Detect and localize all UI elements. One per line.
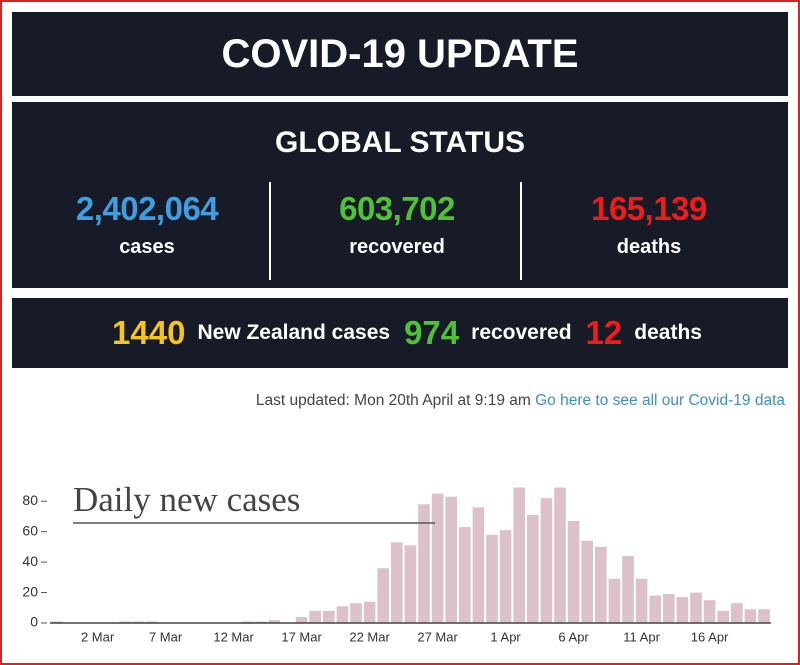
- nz-label: deaths: [634, 321, 702, 344]
- y-tick-label: 0: [30, 614, 38, 630]
- bar: [499, 530, 512, 623]
- x-tick-label: 16 Apr: [691, 629, 729, 644]
- stat-value: 2,402,064: [75, 190, 219, 227]
- bar: [676, 597, 689, 623]
- nz-row: 1440 New Zealand cases 974 recovered 12 dea…: [12, 298, 788, 368]
- bar: [649, 595, 661, 623]
- y-tick-label: 60: [22, 522, 38, 538]
- bar: [717, 610, 729, 623]
- last-updated-line: Last updated: Mon 20th April at 9:19 am …: [256, 392, 785, 410]
- y-tick-label: 80: [22, 492, 38, 508]
- last-updated: Last updated: Mon 20th April at 9:19 am: [255, 392, 531, 409]
- chart-title: Daily new cases: [73, 480, 300, 519]
- bar: [622, 556, 634, 623]
- bar: [119, 621, 131, 623]
- bar: [635, 578, 648, 623]
- bar: [608, 578, 621, 623]
- stat-label: cases: [119, 236, 175, 258]
- stat-label: recovered: [349, 236, 445, 258]
- global-panel: GLOBAL STATUS 2,402,064 cases 603,702 reco…: [12, 102, 788, 288]
- nz-value: 974: [404, 314, 460, 351]
- nz-value: 1440: [112, 314, 186, 351]
- nz-value: 12: [585, 314, 623, 351]
- bar: [241, 621, 253, 623]
- bar: [431, 493, 444, 623]
- bar: [51, 621, 63, 623]
- bar: [554, 487, 566, 623]
- bar: [486, 534, 498, 623]
- bar: [146, 621, 158, 623]
- stat-value: 165,139: [591, 190, 707, 227]
- bar: [731, 603, 743, 623]
- bar: [663, 594, 675, 623]
- y-tick-label: 20: [22, 583, 38, 599]
- x-tick-label: 22 Mar: [349, 629, 390, 644]
- x-tick-label: 6 Apr: [558, 629, 589, 644]
- bar: [595, 546, 607, 623]
- bar: [459, 527, 471, 623]
- bar: [295, 616, 308, 623]
- x-tick-label: 12 Mar: [213, 629, 254, 644]
- bar: [323, 610, 335, 623]
- bar: [391, 542, 403, 623]
- divider: [269, 182, 271, 280]
- nz-label: recovered: [471, 321, 572, 344]
- data-link[interactable]: Go here to see all our Covid-19 data: [535, 392, 785, 409]
- bar: [690, 592, 702, 623]
- bar: [363, 601, 376, 623]
- stat-label: deaths: [616, 236, 682, 258]
- bar: [703, 600, 716, 623]
- bar: [445, 496, 457, 623]
- x-tick-label: 7 Mar: [149, 629, 183, 644]
- divider: [520, 182, 522, 280]
- bar: [540, 498, 553, 623]
- header-title: COVID-19 UPDATE: [12, 12, 788, 96]
- bar: [404, 545, 417, 623]
- stat: 2,402,064 cases: [22, 190, 272, 259]
- global-title: GLOBAL STATUS: [275, 126, 525, 159]
- bar: [418, 504, 430, 623]
- bar: [132, 621, 145, 623]
- bar: [377, 568, 389, 623]
- x-tick-label: 11 Apr: [623, 629, 660, 644]
- x-tick-label: 17 Mar: [281, 629, 322, 644]
- bar: [567, 521, 580, 623]
- bar: [309, 610, 321, 623]
- bar: [744, 609, 757, 623]
- bar: [527, 514, 539, 623]
- bar: [581, 540, 593, 623]
- bar: [336, 606, 349, 623]
- nz-panel: 1440 New Zealand cases 974 recovered 12 dea…: [12, 298, 788, 368]
- stat-value: 603,702: [339, 190, 455, 227]
- bar: [255, 621, 267, 623]
- bar: [268, 619, 281, 623]
- bar: [513, 487, 525, 623]
- bar: [472, 507, 485, 623]
- stat: 603,702 recovered: [272, 190, 522, 259]
- bar: [350, 603, 362, 623]
- nz-label: New Zealand cases: [197, 321, 391, 344]
- x-tick-label: 2 Mar: [81, 629, 115, 644]
- y-tick-label: 40: [22, 553, 38, 569]
- bar: [758, 609, 770, 623]
- x-tick-label: 1 Apr: [490, 629, 521, 644]
- stat: 165,139 deaths: [524, 190, 774, 259]
- x-tick-label: 27 Mar: [417, 629, 458, 644]
